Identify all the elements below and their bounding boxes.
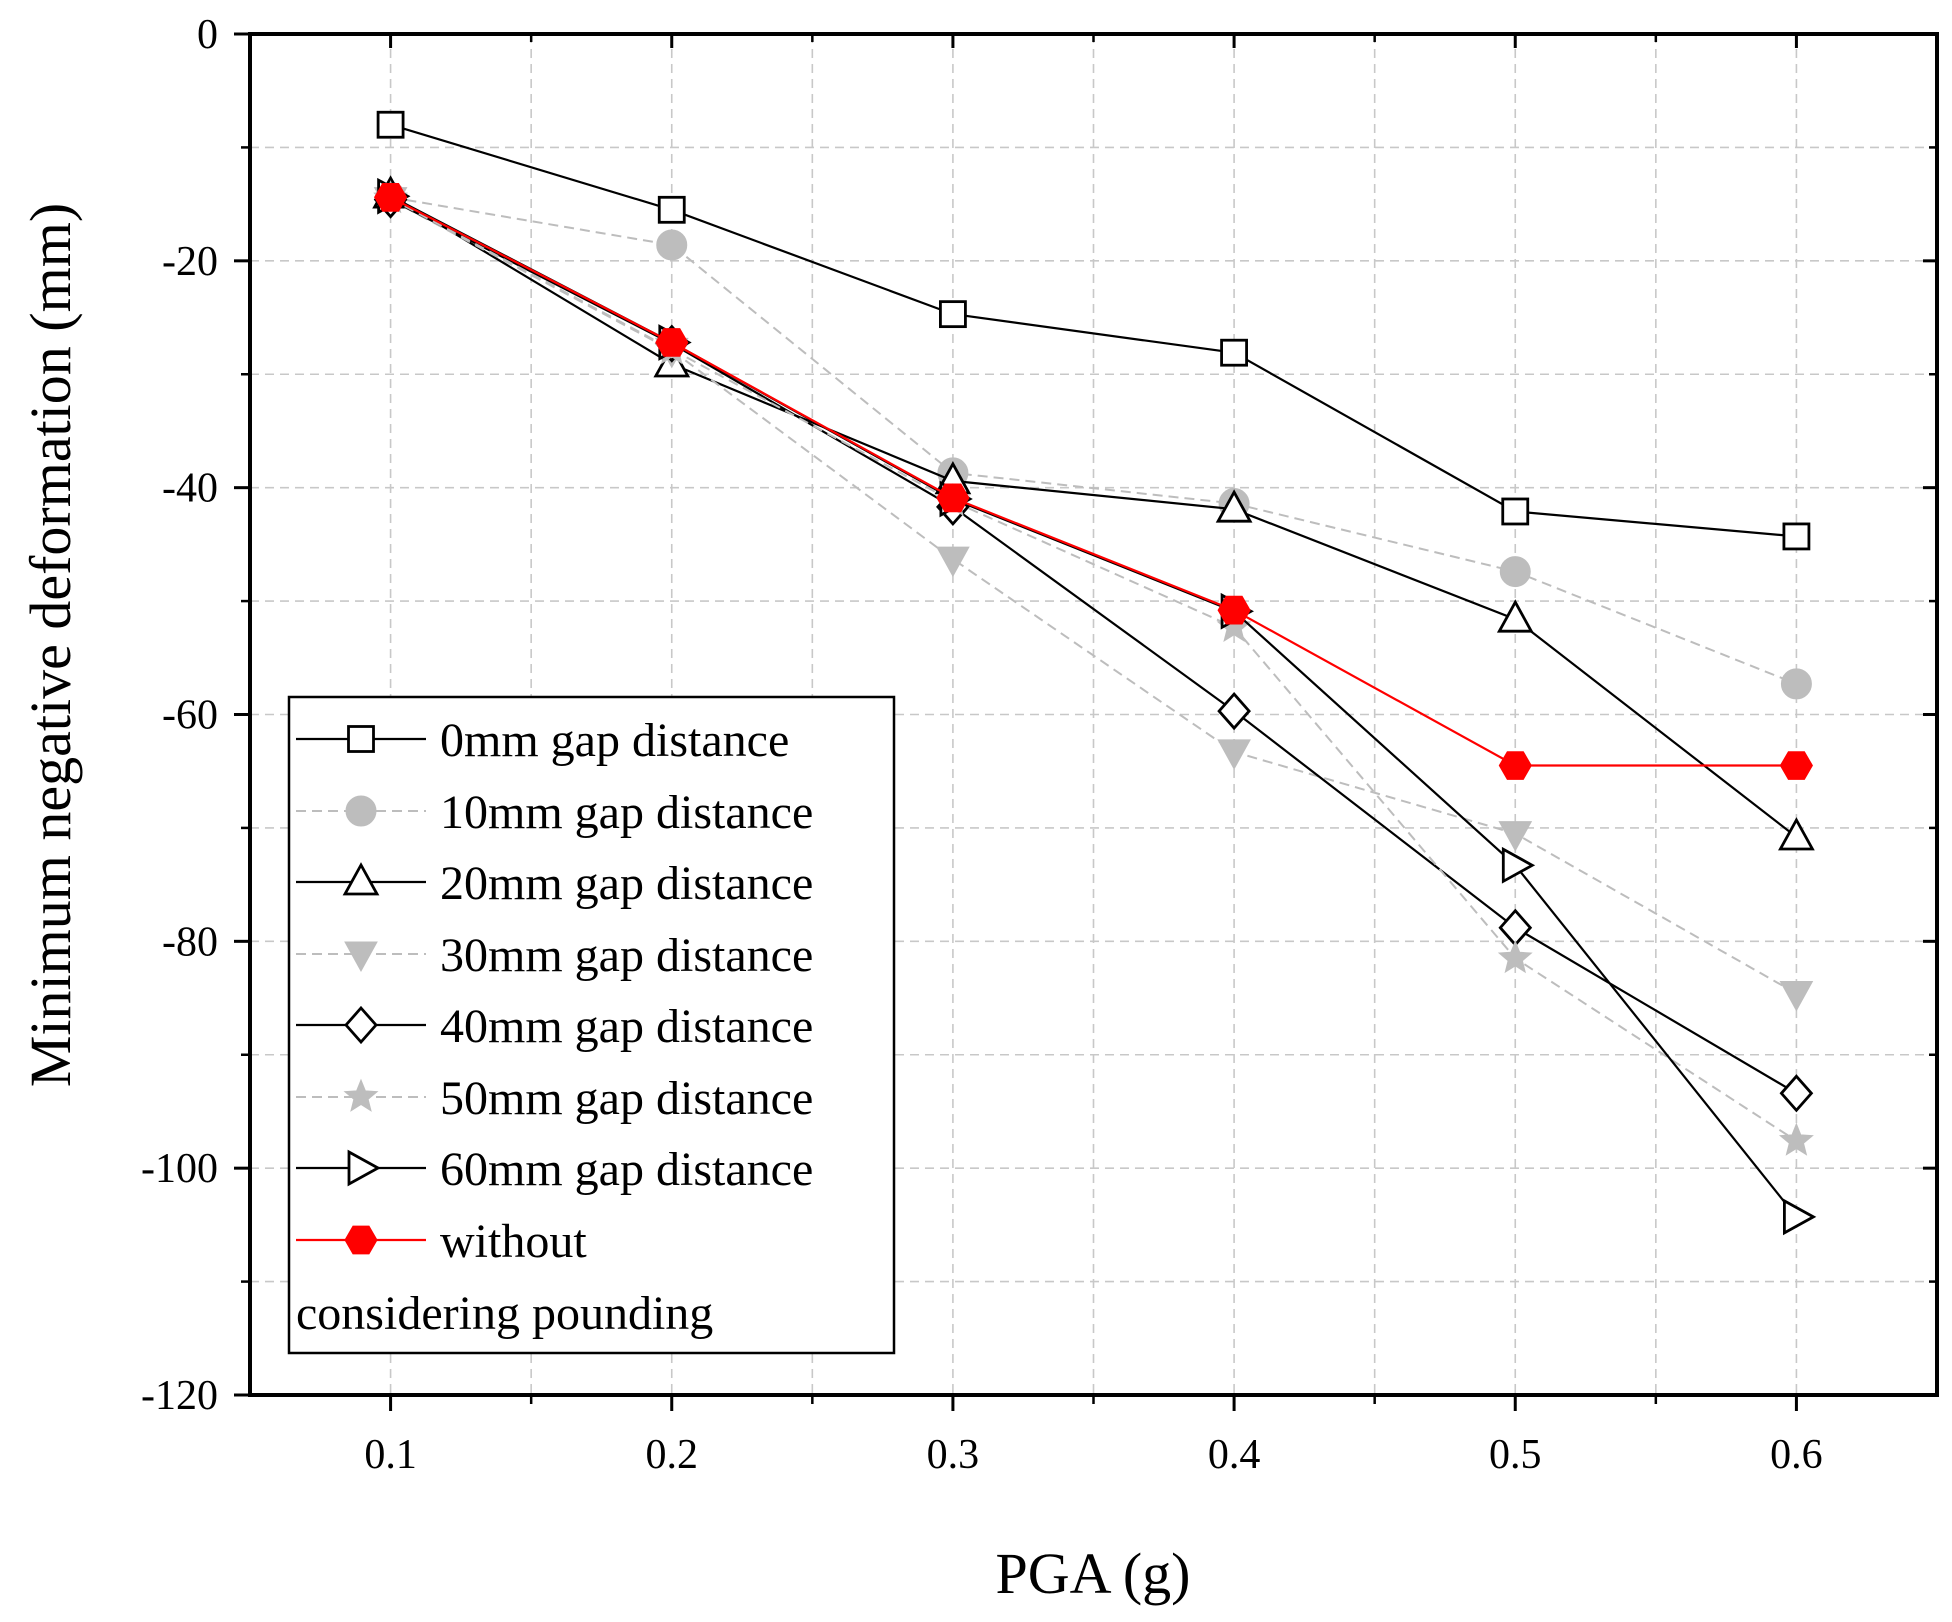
data-point <box>1780 668 1812 700</box>
legend-label-30mm: 30mm gap distance <box>440 929 813 982</box>
data-point <box>1783 1198 1817 1236</box>
legend-label-40mm: 40mm gap distance <box>440 1000 813 1053</box>
x-tick-label: 0.4 <box>1208 1432 1261 1478</box>
x-tick-label: 0.1 <box>364 1432 417 1478</box>
data-point <box>1217 595 1251 625</box>
legend-marker <box>344 941 378 973</box>
data-point <box>1501 497 1530 526</box>
data-point <box>1497 939 1533 974</box>
data-point <box>656 229 688 261</box>
x-tick-label: 0.5 <box>1489 1432 1542 1478</box>
legend-marker <box>342 862 380 896</box>
y-tick-label: -120 <box>141 1373 218 1419</box>
legend-marker <box>343 1078 379 1112</box>
data-point <box>1779 981 1814 1012</box>
y-tick-label: -20 <box>162 239 218 285</box>
series-line <box>390 198 1797 995</box>
x-tick-label: 0.6 <box>1770 1432 1823 1478</box>
series-line <box>390 197 1797 1142</box>
legend-samples <box>296 725 426 1255</box>
legend-marker <box>344 1005 378 1045</box>
y-tick-label: -100 <box>141 1146 218 1192</box>
axes <box>234 32 1939 1411</box>
series-line <box>390 196 1797 767</box>
series-7 <box>374 183 1813 780</box>
legend: 0mm gap distance 10mm gap distance 20mm … <box>287 695 896 1355</box>
data-point <box>1217 739 1251 770</box>
data-point <box>374 183 408 212</box>
y-tick-label: -40 <box>162 466 218 512</box>
data-point <box>1501 846 1536 884</box>
data-point <box>936 546 970 578</box>
data-point <box>1498 751 1532 780</box>
data-point <box>657 195 686 224</box>
y-tick-label: -60 <box>162 693 218 739</box>
legend-label-10mm: 10mm gap distance <box>440 786 813 839</box>
data-point <box>1217 691 1251 731</box>
series-line <box>390 123 1797 538</box>
legend-label-50mm: 50mm gap distance <box>440 1072 813 1125</box>
data-point <box>1782 522 1811 551</box>
series-layer <box>372 110 1817 1236</box>
legend-label-60mm: 60mm gap distance <box>440 1143 813 1196</box>
data-point <box>376 110 405 139</box>
data-point <box>1779 1074 1814 1113</box>
legend-marker <box>345 795 377 827</box>
legend-label-without: without <box>440 1215 587 1268</box>
y-tick-label: 0 <box>197 12 218 58</box>
series-line <box>390 196 1797 685</box>
series-line <box>390 194 1798 838</box>
legend-marker <box>344 1225 378 1255</box>
data-point <box>1778 1122 1814 1156</box>
series-0 <box>376 110 1811 551</box>
data-point <box>655 328 689 357</box>
data-point <box>1215 489 1253 523</box>
legend-label-0mm: 0mm gap distance <box>440 714 789 767</box>
tick-labels: 0.1 0.2 0.3 0.4 0.5 0.6 0 -20 -40 -60 -80 -100 -120 <box>141 12 1823 1478</box>
x-tick-label: 0.3 <box>927 1432 980 1478</box>
x-axis-title: PGA (g) <box>996 1541 1191 1606</box>
legend-marker <box>347 725 375 753</box>
data-point <box>1778 817 1815 851</box>
series-line <box>390 198 1797 1095</box>
x-tick-label: 0.2 <box>646 1432 699 1478</box>
data-point <box>936 483 970 513</box>
data-point <box>1779 751 1813 780</box>
data-point <box>939 300 967 329</box>
legend-label-without-line2: considering pounding <box>296 1287 713 1340</box>
data-point <box>1496 599 1534 633</box>
y-axis-title: Minimum negative deformation (mm) <box>18 203 83 1087</box>
legend-label-20mm: 20mm gap distance <box>440 857 813 910</box>
y-tick-label: -80 <box>162 919 218 965</box>
data-point <box>1499 556 1531 588</box>
data-point <box>1220 338 1248 367</box>
legend-marker <box>347 1149 381 1187</box>
data-point <box>1498 821 1533 852</box>
